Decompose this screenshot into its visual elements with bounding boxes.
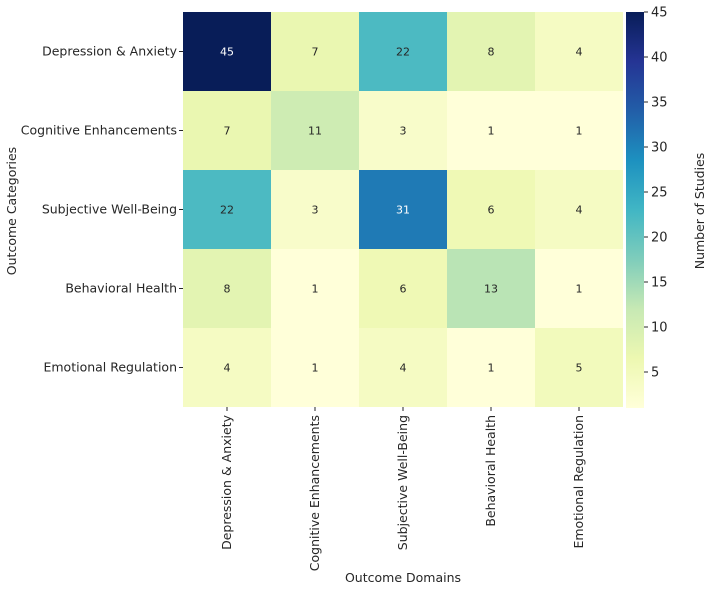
heatmap-cell [535, 328, 623, 407]
heatmap-cell [535, 249, 623, 328]
colorbar-title: Number of Studies [692, 153, 707, 270]
cell-value-label: 6 [400, 283, 407, 296]
heatmap-cell [447, 170, 535, 249]
y-tick-label: Cognitive Enhancements [21, 123, 177, 138]
heatmap-cell [535, 12, 623, 91]
x-tick-label: Subjective Well-Being [395, 415, 410, 550]
heatmap-cell [359, 328, 447, 407]
x-tick-label: Emotional Regulation [571, 415, 586, 549]
cell-value-label: 22 [396, 46, 410, 59]
heatmap-cell [183, 170, 271, 249]
x-axis-title: Outcome Domains [345, 570, 461, 585]
heatmap-cell [271, 170, 359, 249]
y-tick-label: Subjective Well-Being [42, 202, 177, 217]
colorbar-tick-label: 15 [651, 276, 668, 291]
heatmap-cell [183, 249, 271, 328]
x-tick-label: Depression & Anxiety [219, 414, 234, 550]
colorbar-tick-label: 40 [651, 51, 668, 66]
cell-value-label: 4 [224, 362, 231, 375]
cell-value-label: 31 [396, 204, 410, 217]
colorbar-tick-label: 25 [651, 186, 668, 201]
cell-value-label: 1 [312, 283, 319, 296]
heatmap-cell [535, 91, 623, 170]
heatmap-cell [447, 249, 535, 328]
heatmap-cell [359, 170, 447, 249]
cell-value-label: 7 [312, 46, 319, 59]
cell-value-label: 3 [312, 204, 319, 217]
heatmap-cell [447, 328, 535, 407]
x-tick-label: Cognitive Enhancements [307, 415, 322, 571]
cell-value-label: 4 [576, 46, 583, 59]
colorbar-tick-label: 20 [651, 231, 668, 246]
colorbar-tick-label: 45 [651, 6, 668, 21]
cell-value-label: 6 [488, 204, 495, 217]
x-tick-label: Behavioral Health [483, 415, 498, 527]
y-tick-label: Emotional Regulation [43, 360, 177, 375]
cell-value-label: 22 [220, 204, 234, 217]
heatmap-cell [183, 91, 271, 170]
y-tick-label: Behavioral Health [65, 281, 177, 296]
cell-value-label: 7 [224, 125, 231, 138]
heatmap-cell [359, 91, 447, 170]
cell-value-label: 1 [488, 125, 495, 138]
heatmap-cell [271, 12, 359, 91]
heatmap-cell [447, 12, 535, 91]
y-tick-labels: Depression & Anxiety Cognitive Enhancemen… [21, 44, 183, 375]
cell-value-label: 11 [308, 125, 322, 138]
cell-value-label: 45 [220, 46, 234, 59]
colorbar [626, 12, 644, 408]
heatmap-cell [183, 12, 271, 91]
heatmap-cell [183, 328, 271, 407]
colorbar-tick-label: 30 [651, 141, 668, 156]
cell-value-label: 5 [576, 362, 583, 375]
x-tick-labels: Depression & Anxiety Cognitive Enhancemen… [219, 407, 586, 571]
cell-value-label: 3 [400, 125, 407, 138]
heatmap-cell [447, 91, 535, 170]
cell-value-label: 13 [484, 283, 498, 296]
heatmap-cell [271, 249, 359, 328]
colorbar-tick-label: 5 [651, 366, 659, 381]
cell-value-label: 1 [576, 125, 583, 138]
heatmap-cell [535, 170, 623, 249]
cell-value-label: 1 [576, 283, 583, 296]
cell-value-label: 4 [576, 204, 583, 217]
cell-value-label: 4 [400, 362, 407, 375]
heatmap-cell [271, 91, 359, 170]
heatmap-cells: 45 7 22 8 47 11 3 1 122 3 31 6 48 1 6 13 14 1 4 1 5 [183, 12, 623, 407]
cell-value-label: 1 [488, 362, 495, 375]
heatmap-cell [359, 249, 447, 328]
cell-value-label: 8 [224, 283, 231, 296]
colorbar-tick-label: 10 [651, 321, 668, 336]
heatmap-cell [271, 328, 359, 407]
cell-value-label: 8 [488, 46, 495, 59]
y-tick-label: Depression & Anxiety [42, 44, 178, 59]
heatmap-cell [359, 12, 447, 91]
y-axis-title: Outcome Categories [4, 147, 19, 275]
cell-value-label: 1 [312, 362, 319, 375]
colorbar-tick-label: 35 [651, 96, 668, 111]
colorbar-ticks: 5 10 15 20 25 30 35 40 45 [644, 6, 668, 381]
